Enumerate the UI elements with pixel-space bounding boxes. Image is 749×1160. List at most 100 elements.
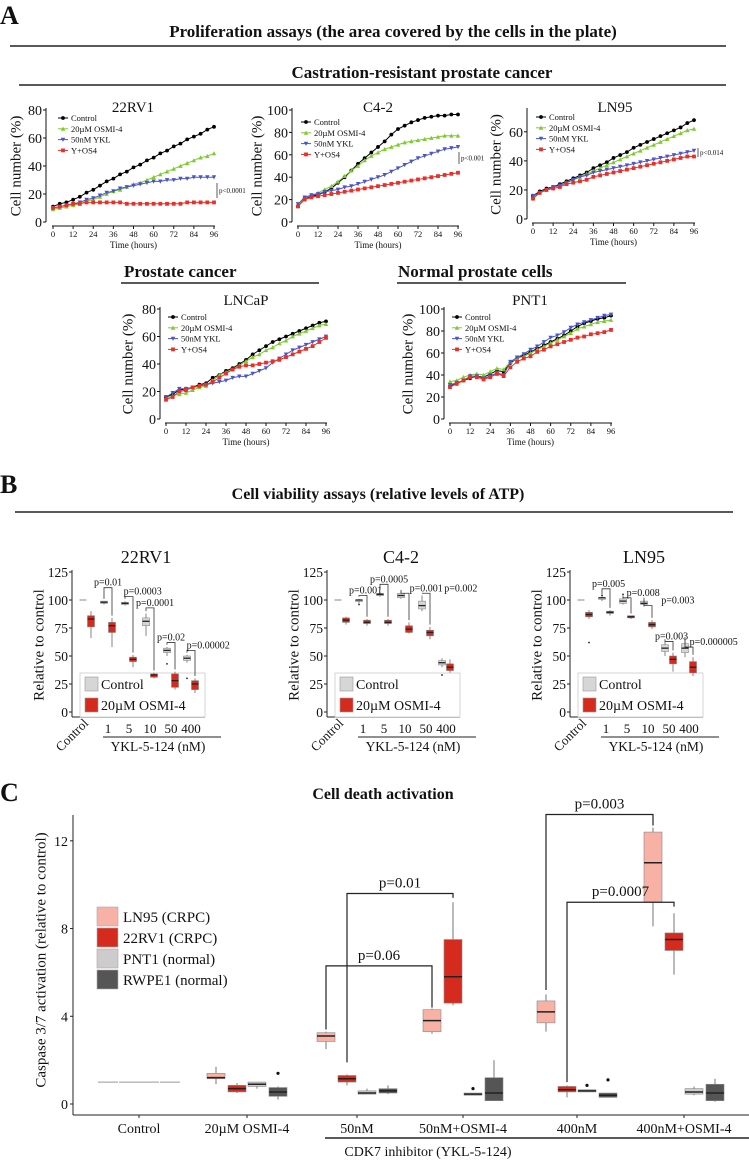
legend-frame (577, 672, 704, 718)
data-point-marker (183, 390, 189, 395)
data-point-marker (395, 166, 401, 171)
data-point-marker (230, 375, 235, 381)
y-tick-label: 0 (61, 1098, 68, 1113)
legend-label: 20µM OSMI-4 (549, 123, 601, 133)
data-point-marker (310, 325, 315, 331)
data-point-marker (177, 391, 182, 397)
series-20-m-osmi-4 (163, 321, 329, 401)
y-tick-label: 40 (274, 171, 288, 186)
series-control (79, 599, 191, 680)
legend-swatch (96, 927, 119, 948)
legend-swatch (84, 697, 99, 713)
data-point-marker (310, 344, 315, 349)
x-tick-label: 48 (374, 229, 383, 239)
data-point-marker (664, 136, 670, 141)
x-tick-label: 84 (670, 226, 679, 236)
data-point-marker (171, 144, 176, 149)
data-point-marker (692, 154, 696, 159)
data-point-marker (322, 193, 327, 198)
p-value-label: p=0.0003 (124, 587, 162, 598)
significance-bracket (601, 588, 611, 608)
data-point-marker (422, 136, 427, 142)
legend-swatch (582, 676, 597, 692)
outlier-point (276, 1071, 280, 1075)
data-point-marker (98, 200, 102, 205)
y-tick-label: 0 (35, 216, 42, 231)
data-point-marker (284, 355, 288, 360)
data-point-marker (454, 325, 460, 330)
data-point-marker (389, 132, 394, 137)
p-value-label: p=0.001 (410, 583, 443, 594)
data-point-marker (584, 173, 589, 178)
data-point-marker (456, 112, 460, 117)
x-tick-label: 400 (436, 721, 456, 736)
y-axis-label: Cell number (%) (8, 116, 24, 217)
significance-bracket (358, 595, 368, 617)
data-point-marker (295, 202, 301, 207)
x-tick-label: 0 (531, 226, 535, 236)
data-point-marker (644, 158, 650, 164)
data-point-marker (177, 386, 182, 392)
x-tick-label: 60 (546, 426, 555, 436)
data-point-marker (501, 367, 506, 372)
data-point-marker (461, 378, 466, 383)
data-point-marker (658, 139, 663, 144)
x-tick-label: 12 (182, 426, 191, 436)
data-point-marker (250, 371, 255, 376)
data-point-marker (631, 151, 636, 156)
data-point-marker (396, 127, 400, 131)
data-point-marker (595, 315, 600, 321)
x-tick-label: 72 (170, 229, 179, 239)
x-tick-label: Control (118, 1122, 161, 1137)
p-value-label: p=0.001 (349, 586, 382, 597)
y-tick-label: 50 (310, 649, 324, 664)
data-point-marker (685, 150, 690, 155)
legend-label: RWPE1 (normal) (123, 973, 228, 989)
data-point-marker (164, 169, 170, 174)
y-tick-label: 75 (310, 621, 324, 636)
data-point-marker (564, 182, 569, 187)
x-tick-label: 60 (149, 229, 158, 239)
data-point-marker (61, 148, 65, 153)
data-point-marker (309, 193, 314, 198)
data-point-marker (595, 319, 600, 325)
data-point-marker (158, 201, 163, 206)
data-point-marker (555, 337, 560, 342)
data-point-marker (631, 166, 636, 171)
data-point-marker (608, 312, 614, 317)
data-point-marker (591, 166, 596, 171)
data-point-marker (158, 179, 163, 184)
line-chart-lncap: LNCaP 0 20 40 60 80 0 12 24 36 48 60 72 84 96 Time (hou… (120, 293, 330, 447)
data-point-marker (77, 201, 82, 206)
significance-bracket (622, 595, 632, 614)
data-point-marker (609, 328, 613, 332)
x-tick-label: 48 (609, 226, 618, 236)
data-point-marker (144, 180, 150, 186)
data-point-marker (98, 183, 102, 188)
y-tick-label: 20 (28, 188, 42, 203)
outlier-point (186, 677, 188, 680)
data-point-marker (304, 152, 308, 157)
data-point-marker (335, 179, 341, 184)
data-point-marker (539, 147, 543, 152)
data-point-marker (415, 156, 421, 161)
data-point-marker (495, 372, 499, 376)
x-tick-label: 400 (679, 721, 699, 736)
y-tick-label: 100 (546, 593, 567, 608)
data-point-marker (190, 385, 195, 390)
box (206, 1072, 226, 1080)
data-point-marker (638, 142, 643, 147)
p-value-annotation: p<0.014 (700, 149, 724, 157)
data-point-marker (664, 154, 670, 159)
legend-label: 50nM YKL (181, 334, 221, 344)
data-point-marker (310, 323, 315, 328)
data-point-marker (317, 320, 322, 325)
box (108, 622, 116, 633)
data-point-marker (297, 345, 302, 350)
data-point-marker (581, 324, 587, 329)
data-point-marker (317, 337, 322, 342)
y-tick-label: 0 (559, 705, 566, 720)
data-point-marker (624, 154, 630, 159)
significance-bracket (379, 583, 389, 617)
